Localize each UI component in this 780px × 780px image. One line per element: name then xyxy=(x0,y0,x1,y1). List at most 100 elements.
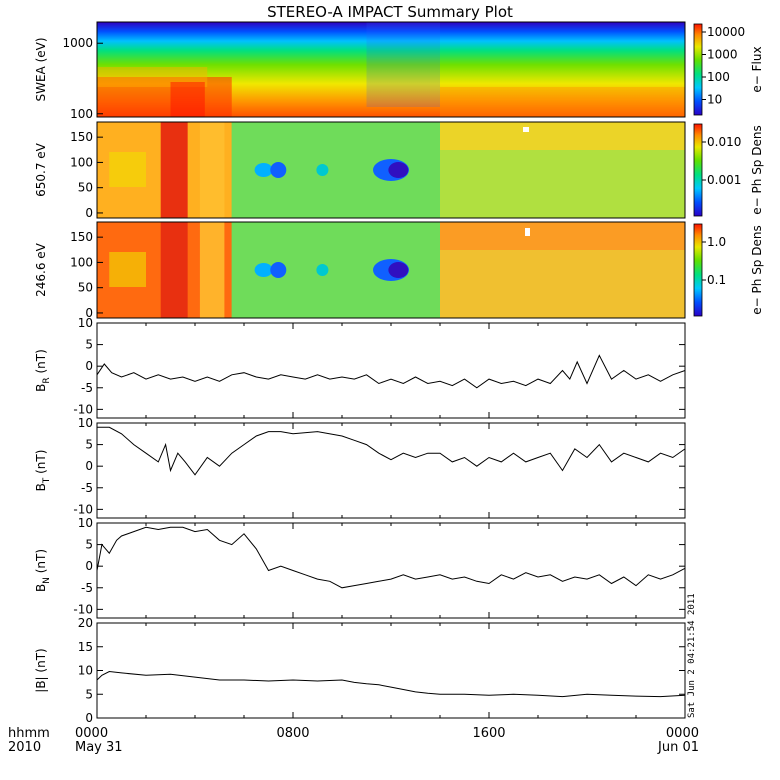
pa-mid xyxy=(109,152,146,187)
swea-warm-band xyxy=(170,82,205,117)
y-tick-label: 150 xyxy=(70,130,93,144)
colorbar-label: e− Ph Sp Dens xyxy=(750,125,764,214)
pa-mid xyxy=(109,252,146,287)
line-panels-layer xyxy=(96,322,686,719)
line-panel-frame xyxy=(96,422,686,519)
y-tick-label: 5 xyxy=(85,687,93,701)
y-tick-label: -10 xyxy=(73,602,93,616)
colorbar xyxy=(693,23,703,116)
y-tick-label: 0 xyxy=(85,459,93,473)
y-tick-label: 100 xyxy=(70,107,93,121)
line-panel-frame xyxy=(96,322,686,419)
pa-low-spot xyxy=(254,263,273,277)
pitch-angle-spectrogram xyxy=(97,222,685,318)
y-tick-label: 0 xyxy=(85,711,93,725)
y-tick-label: 50 xyxy=(78,181,93,195)
colorbar-tick-label: 10 xyxy=(707,93,722,107)
x-row-label: hhmm xyxy=(8,726,50,741)
y-label-subscript: N xyxy=(42,577,52,584)
y-tick-label: 0 xyxy=(85,206,93,220)
swea-spectrogram xyxy=(97,22,685,117)
pa-low-spot xyxy=(388,262,409,278)
x-tick-label: 0800 xyxy=(276,726,309,741)
x-row-label: 2010 xyxy=(8,740,41,755)
y-tick-label: 20 xyxy=(78,616,93,630)
timestamp: Sat Jun 2 04:21:54 2011 xyxy=(687,593,697,718)
pitch-angle-spectrogram xyxy=(97,122,685,218)
spectrogram-frame xyxy=(96,221,686,319)
y-label-unit: (nT) xyxy=(34,648,48,676)
colorbar xyxy=(693,123,703,217)
y-tick-label: 100 xyxy=(70,255,93,269)
y-tick-label: 0 xyxy=(85,559,93,573)
pa-low-spot xyxy=(254,163,273,177)
spectrogram-frame xyxy=(96,121,686,219)
colorbar-tick-label: 0.001 xyxy=(707,173,741,187)
y-tick-label: 5 xyxy=(85,438,93,452)
x-tick-label: 0000 xyxy=(75,726,108,741)
y-label-main: B xyxy=(34,483,48,491)
y-axis-label: BN (nT) xyxy=(34,549,52,592)
y-axis-label: 246.6 eV xyxy=(34,242,48,297)
y-label-subscript: T xyxy=(42,477,52,484)
pa-low-spot xyxy=(316,264,329,276)
pa-hot-region xyxy=(160,222,188,318)
pa-hot-region xyxy=(199,122,225,218)
y-tick-label: -5 xyxy=(81,581,93,595)
y-tick-label: 10 xyxy=(78,316,93,330)
pa-low-spot xyxy=(316,164,329,176)
swea-warm-band xyxy=(440,87,685,117)
pa-low-spot xyxy=(270,262,287,278)
y-tick-label: -5 xyxy=(81,381,93,395)
y-tick-label: 150 xyxy=(70,230,93,244)
y-tick-label: 10 xyxy=(78,416,93,430)
y-tick-label: 5 xyxy=(85,538,93,552)
y-tick-label: 10 xyxy=(78,664,93,678)
pa-hot-region xyxy=(199,222,225,318)
y-tick-label: 15 xyxy=(78,640,93,654)
colorbar-tick-label: 0.010 xyxy=(707,135,741,149)
colorbar-tick-label: 0.1 xyxy=(707,273,726,287)
colorbar-label: e− Ph Sp Dens xyxy=(750,225,764,314)
swea-warm-band xyxy=(97,77,232,117)
data-gap xyxy=(523,127,529,132)
colorbar-label: e− Flux xyxy=(750,46,764,92)
line-panel-frame xyxy=(96,522,686,619)
x-tick-sublabel: May 31 xyxy=(75,740,123,755)
y-tick-label: 5 xyxy=(85,338,93,352)
x-tick-label: 0000 xyxy=(666,726,699,741)
y-label-unit: (nT) xyxy=(34,349,48,377)
series-line xyxy=(96,354,686,389)
y-axis-label: BR (nT) xyxy=(34,349,52,392)
x-tick-label: 1600 xyxy=(472,726,505,741)
pa-hot-region xyxy=(160,122,188,218)
colorbar-tick-label: 1000 xyxy=(707,48,738,62)
line-panel-frame xyxy=(96,622,686,719)
spectrogram-layer xyxy=(97,22,685,318)
pa-low-spot xyxy=(270,162,287,178)
y-tick-label: 0 xyxy=(85,306,93,320)
chart-title: STEREO-A IMPACT Summary Plot xyxy=(267,3,513,21)
y-axis-label: |B| (nT) xyxy=(34,648,48,692)
pa-late-top xyxy=(440,222,685,250)
y-tick-label: 0 xyxy=(85,359,93,373)
y-tick-label: -10 xyxy=(73,502,93,516)
y-tick-label: 100 xyxy=(70,155,93,169)
colorbar-tick-label: 10000 xyxy=(707,25,745,39)
y-axis-label: 650.7 eV xyxy=(34,142,48,197)
y-axis-label: SWEA (eV) xyxy=(34,37,48,101)
y-label-unit: (nT) xyxy=(34,450,48,478)
swea-dip xyxy=(366,22,440,107)
pa-low-spot xyxy=(388,162,409,178)
y-axis-label: BT (nT) xyxy=(34,450,52,492)
data-gap xyxy=(525,228,530,236)
y-label-main: |B| xyxy=(34,676,48,692)
colorbar xyxy=(693,223,703,317)
y-label-main: B xyxy=(34,584,48,592)
x-tick-sublabel: Jun 01 xyxy=(657,740,699,755)
text-layer: STEREO-A IMPACT Summary Plot1000100SWEA … xyxy=(8,3,764,755)
y-label-subscript: R xyxy=(42,377,52,383)
y-label-main: B xyxy=(34,384,48,392)
series-line xyxy=(97,426,686,476)
